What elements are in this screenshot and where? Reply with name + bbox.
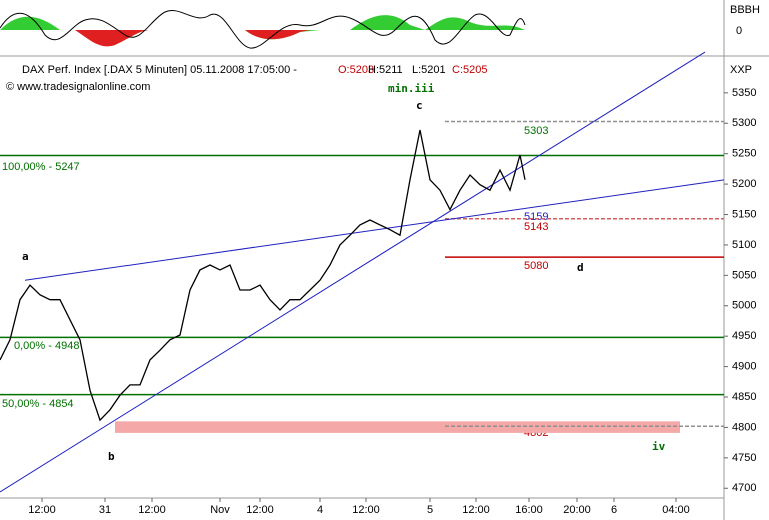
x-tick-label: 16:00 [515,504,543,516]
target-band [115,421,680,433]
x-tick-label: 31 [99,504,111,516]
trend-line [24,179,725,281]
y-tick-label: 4700 [732,482,756,494]
ohlc: L:5201 [412,64,446,76]
ohlc: O:5203 [338,64,374,76]
level-text: 0,00% - 4948 [14,340,79,352]
chart-title: DAX Perf. Index [.DAX 5 Minuten] 05.11.2… [22,64,297,76]
y-tick-label: 5050 [732,269,756,281]
indicator-label: BBBH [730,4,760,16]
x-tick-label: 12:00 [462,504,490,516]
x-tick-label: 12:00 [138,504,166,516]
y-tick-label: 4850 [732,391,756,403]
y-tick-label: 5350 [732,87,756,99]
point-label: iv [652,440,666,453]
point-label: a [22,250,29,263]
x-tick-label: 12:00 [352,504,380,516]
indicator-area-negative [75,30,310,47]
point-label: d [577,261,584,274]
copyright: © www.tradesignalonline.com [6,81,150,93]
axis-label: XXP [730,64,752,76]
y-tick-label: 4950 [732,330,756,342]
wave-label: min.iii [388,82,435,95]
ohlc: C:5205 [452,64,487,76]
x-tick-label: 5 [427,504,433,516]
target-label: 5143 [524,221,548,233]
point-label: c [416,99,423,112]
point-label: b [108,450,115,463]
x-tick-label: 12:00 [28,504,56,516]
price-line [0,129,526,422]
y-tick-label: 4750 [732,452,756,464]
y-tick-label: 5000 [732,300,756,312]
x-tick-label: 6 [611,504,617,516]
ohlc: H:5211 [368,64,403,76]
y-tick-label: 5250 [732,148,756,160]
indicator-label: 0 [736,25,742,37]
level-text: 50,00% - 4854 [2,398,74,410]
indicator-line [0,10,526,49]
trend-line [0,51,706,493]
x-tick-label: 20:00 [563,504,591,516]
target-label: 5159 [524,211,548,223]
x-tick-label: 12:00 [246,504,274,516]
level-text: 100,00% - 5247 [2,161,80,173]
y-tick-label: 4800 [732,421,756,433]
x-tick-label: 04:00 [662,504,690,516]
y-tick-label: 5100 [732,239,756,251]
y-tick-label: 4900 [732,361,756,373]
x-tick-label: Nov [210,504,230,516]
y-tick-label: 5150 [732,208,756,220]
target-label: 5080 [524,260,548,272]
target-label: 5303 [524,125,548,137]
y-tick-label: 5300 [732,117,756,129]
y-tick-label: 5200 [732,178,756,190]
x-tick-label: 4 [317,504,323,516]
